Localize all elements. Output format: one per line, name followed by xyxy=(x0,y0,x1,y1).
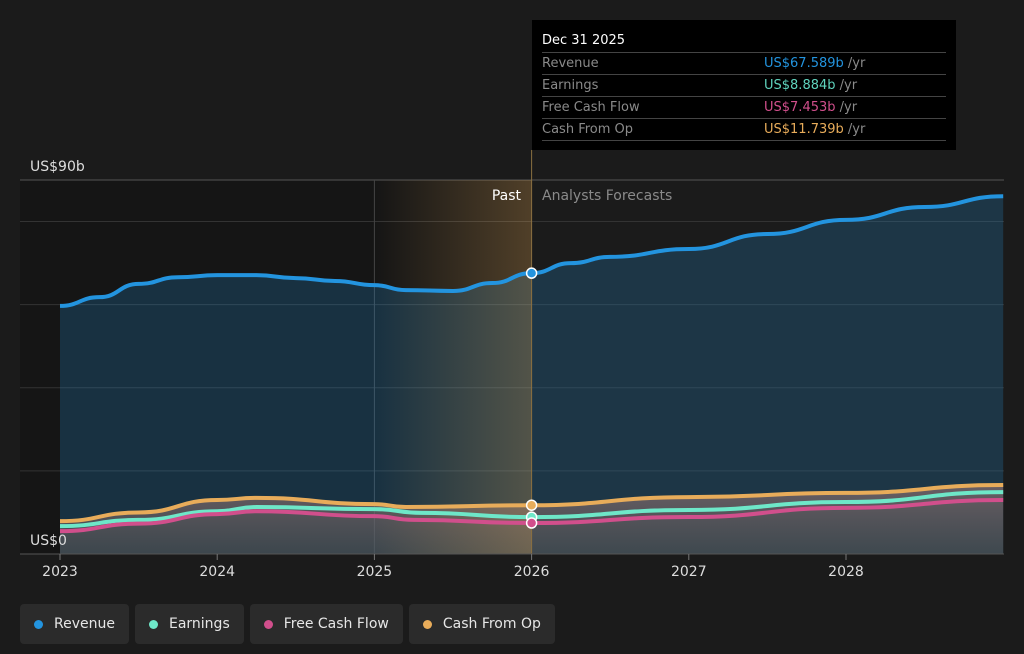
x-tick-label: 2023 xyxy=(42,564,78,580)
line-revenue xyxy=(59,194,1004,308)
legend-dot-icon xyxy=(148,619,158,629)
marker-cash-from-op[interactable] xyxy=(525,499,538,511)
tooltip-value: US$11.739b xyxy=(764,122,844,137)
tooltip-value: US$67.589b xyxy=(764,56,844,71)
y-label-zero: US$0 xyxy=(30,533,67,549)
tooltip-row: Earnings US$8.884b /yr xyxy=(542,75,946,97)
tooltip-row: Free Cash Flow US$7.453b /yr xyxy=(542,97,946,119)
tooltip-unit: /yr xyxy=(835,100,858,115)
legend-dot-icon xyxy=(34,619,43,629)
past-label: Past xyxy=(492,188,522,204)
legend-label: Free Cash Flow xyxy=(283,616,389,632)
legend: Revenue Earnings Free Cash Flow Cash From O… xyxy=(20,604,555,644)
chart: 2023 2024 2025 2026 2027 2028 Past Analysts F… xyxy=(20,150,1004,580)
legend-item-cash-from-op[interactable]: Cash From Op xyxy=(408,604,555,644)
tooltip-row: Revenue US$67.589b /yr xyxy=(542,53,946,75)
forecast-label: Analysts Forecasts xyxy=(542,188,672,204)
marker-free-cash-flow[interactable] xyxy=(525,517,538,529)
legend-item-revenue[interactable]: Revenue xyxy=(20,604,129,644)
legend-item-free-cash-flow[interactable]: Free Cash Flow xyxy=(249,604,403,644)
tooltip-label: Revenue xyxy=(542,56,599,71)
tooltip-row: Cash From Op US$11.739b /yr xyxy=(542,119,946,141)
tooltip-unit: /yr xyxy=(843,122,866,137)
x-tick-label: 2028 xyxy=(828,564,864,580)
tooltip-label: Earnings xyxy=(542,78,599,93)
tooltip-unit: /yr xyxy=(843,56,866,71)
tooltip-date: Dec 31 2025 xyxy=(542,30,946,53)
line-cash-from-op xyxy=(59,483,1004,524)
tooltip-unit: /yr xyxy=(835,78,858,93)
x-tick-label: 2025 xyxy=(357,564,393,580)
marker-revenue[interactable] xyxy=(525,267,538,279)
tooltip-label: Free Cash Flow xyxy=(542,100,640,115)
tooltip-value: US$7.453b xyxy=(764,100,836,115)
x-tick-label: 2026 xyxy=(514,564,550,580)
legend-label: Earnings xyxy=(168,616,230,632)
line-earnings xyxy=(59,490,1004,529)
legend-label: Revenue xyxy=(54,616,115,632)
legend-dot-icon xyxy=(422,619,432,629)
y-label-top: US$90b xyxy=(30,159,85,175)
past-highlight xyxy=(374,180,532,554)
x-tick-label: 2024 xyxy=(199,564,235,580)
tooltip: Dec 31 2025 Revenue US$67.589b /yr Earning… xyxy=(532,20,956,150)
tooltip-label: Cash From Op xyxy=(542,122,634,137)
line-free-cash-flow xyxy=(59,497,1004,534)
legend-item-earnings[interactable]: Earnings xyxy=(134,604,244,644)
legend-dot-icon xyxy=(263,619,273,629)
tooltip-value: US$8.884b xyxy=(764,78,836,93)
legend-label: Cash From Op xyxy=(442,616,541,632)
x-tick-label: 2027 xyxy=(671,564,707,580)
